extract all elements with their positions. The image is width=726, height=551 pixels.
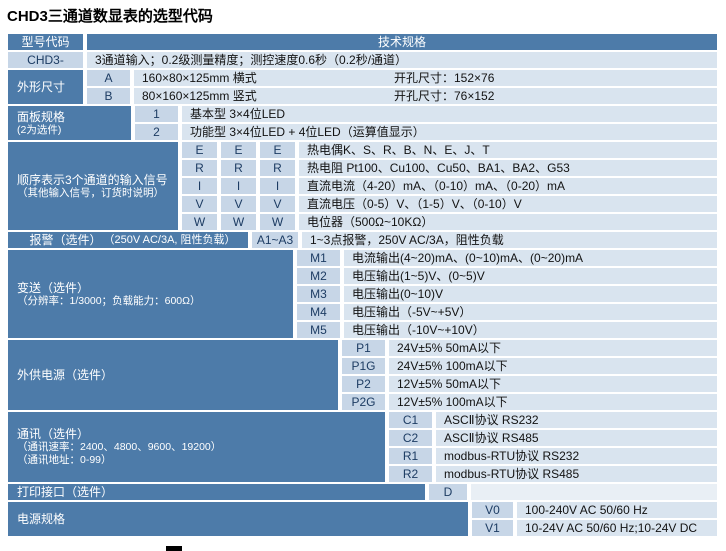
section-power-spec-label: 电源规格 xyxy=(8,502,468,536)
code-A1-A3: A1~A3 xyxy=(252,232,298,248)
code-M5: M5 xyxy=(297,322,340,338)
code-1: 1 xyxy=(135,106,178,122)
table-row: V V V 直流电压（0-5）V、（1-5）V、（0-10）V xyxy=(182,196,717,212)
code-R3: R xyxy=(260,160,295,176)
section-print-label: 打印接口（选件） xyxy=(8,484,425,500)
code-E1: E xyxy=(182,142,217,158)
table-row: D xyxy=(429,484,717,500)
code-R2: R xyxy=(221,160,256,176)
section-transmit-label: 变送（选件） （分辨率：1/3000；负载能力：600Ω） xyxy=(8,250,293,338)
table-row: M3 电压输出(0~10)V xyxy=(297,286,717,302)
table-row: M2 电压输出(1~5)V、(0~5)V xyxy=(297,268,717,284)
table-row: B 80×160×125mm 竖式 开孔尺寸：76×152 xyxy=(87,88,717,104)
spec-print-empty xyxy=(471,484,717,500)
section-alarm-label: 报警（选件） （250V AC/3A, 阻性负载） xyxy=(8,232,248,248)
section-print: 打印接口（选件） D xyxy=(8,484,717,500)
code-A: A xyxy=(87,70,130,86)
code-M1: M1 xyxy=(297,250,340,266)
code-V1: V xyxy=(182,196,217,212)
code-V3: V xyxy=(260,196,295,212)
code-P2: P2 xyxy=(342,376,385,392)
table-row: 1 基本型 3×4位LED xyxy=(135,106,717,122)
model-spec: 3通道输入；0.2级测量精度；测控速度0.6秒（0.2秒/通道） xyxy=(87,52,717,68)
code-E2: E xyxy=(221,142,256,158)
header-tech-spec: 技术规格 xyxy=(87,34,717,50)
table-row: V0 100-240V AC 50/60 Hz xyxy=(472,502,717,518)
section-aux-power: 外供电源（选件） P1 24V±5% 50mA以下 P1G 24V±5% 100… xyxy=(8,340,717,410)
section-comm: 通讯（选件） （通讯速率：2400、4800、9600、19200） （通讯地址… xyxy=(8,412,717,482)
partial-bottom-element xyxy=(166,546,182,551)
spec-dim-b: 80×160×125mm 竖式 开孔尺寸：76×152 xyxy=(134,88,717,104)
selection-code-table: 型号代码 技术规格 CHD3- 3通道输入；0.2级测量精度；测控速度0.6秒（… xyxy=(8,34,717,536)
section-transmit: 变送（选件） （分辨率：1/3000；负载能力：600Ω） M1 电流输出(4~… xyxy=(8,250,717,338)
code-R1-comm: R1 xyxy=(389,448,432,464)
table-row: R2 modbus-RTU协议 RS485 xyxy=(389,466,717,482)
section-dimensions-label: 外形尺寸 xyxy=(8,70,83,104)
table-row: E E E 热电偶K、S、R、B、N、E、J、T xyxy=(182,142,717,158)
code-R2-comm: R2 xyxy=(389,466,432,482)
table-row: P1G 24V±5% 100mA以下 xyxy=(342,358,717,374)
table-row: R1 modbus-RTU协议 RS232 xyxy=(389,448,717,464)
section-panel-label: 面板规格 (2为选件) xyxy=(8,106,131,140)
code-I3: I xyxy=(260,178,295,194)
model-row: CHD3- 3通道输入；0.2级测量精度；测控速度0.6秒（0.2秒/通道） xyxy=(8,52,717,68)
section-comm-label: 通讯（选件） （通讯速率：2400、4800、9600、19200） （通讯地址… xyxy=(8,412,385,482)
section-panel: 面板规格 (2为选件) 1 基本型 3×4位LED 2 功能型 3×4位LED … xyxy=(8,106,717,140)
code-P1G: P1G xyxy=(342,358,385,374)
section-aux-power-label: 外供电源（选件） xyxy=(8,340,338,410)
table-row: M4 电压输出（-5V~+5V） xyxy=(297,304,717,320)
section-input-signals-label: 顺序表示3个通道的输入信号 （其他输入信号，订货时说明） xyxy=(8,142,178,230)
spec-dim-a: 160×80×125mm 横式 开孔尺寸：152×76 xyxy=(134,70,717,86)
code-D: D xyxy=(429,484,467,500)
table-row: R R R 热电阻 Pt100、Cu100、Cu50、BA1、BA2、G53 xyxy=(182,160,717,176)
header-model-code: 型号代码 xyxy=(8,34,83,50)
code-P1: P1 xyxy=(342,340,385,356)
section-dimensions: 外形尺寸 A 160×80×125mm 横式 开孔尺寸：152×76 B 80×1… xyxy=(8,70,717,104)
code-C2: C2 xyxy=(389,430,432,446)
code-W3: W xyxy=(260,214,295,230)
table-row: 2 功能型 3×4位LED + 4位LED（运算值显示） xyxy=(135,124,717,140)
code-M4: M4 xyxy=(297,304,340,320)
code-I2: I xyxy=(221,178,256,194)
code-B: B xyxy=(87,88,130,104)
code-E3: E xyxy=(260,142,295,158)
section-power-spec: 电源规格 V0 100-240V AC 50/60 Hz V1 10-24V A… xyxy=(8,502,717,536)
code-V1-power: V1 xyxy=(472,520,513,536)
code-M2: M2 xyxy=(297,268,340,284)
table-row: A1~A3 1~3点报警，250V AC/3A，阻性负载 xyxy=(252,232,717,248)
code-R1: R xyxy=(182,160,217,176)
code-W2: W xyxy=(221,214,256,230)
table-row: C2 ASCⅡ协议 RS485 xyxy=(389,430,717,446)
code-I1: I xyxy=(182,178,217,194)
table-row: V1 10-24V AC 50/60 Hz;10-24V DC xyxy=(472,520,717,536)
code-C1: C1 xyxy=(389,412,432,428)
table-row: W W W 电位器（500Ω~10KΩ） xyxy=(182,214,717,230)
section-input-signals: 顺序表示3个通道的输入信号 （其他输入信号，订货时说明） E E E 热电偶K、… xyxy=(8,142,717,230)
table-row: I I I 直流电流（4-20）mA、（0-10）mA、（0-20）mA xyxy=(182,178,717,194)
section-alarm: 报警（选件） （250V AC/3A, 阻性负载） A1~A3 1~3点报警，2… xyxy=(8,232,717,248)
table-row: P2 12V±5% 50mA以下 xyxy=(342,376,717,392)
code-P2G: P2G xyxy=(342,394,385,410)
code-W1: W xyxy=(182,214,217,230)
code-2: 2 xyxy=(135,124,178,140)
table-row: M1 电流输出(4~20)mA、(0~10)mA、(0~20)mA xyxy=(297,250,717,266)
code-M3: M3 xyxy=(297,286,340,302)
code-V0: V0 xyxy=(472,502,513,518)
table-row: M5 电压输出（-10V~+10V） xyxy=(297,322,717,338)
table-row: P1 24V±5% 50mA以下 xyxy=(342,340,717,356)
table-row: A 160×80×125mm 横式 开孔尺寸：152×76 xyxy=(87,70,717,86)
table-row: C1 ASCⅡ协议 RS232 xyxy=(389,412,717,428)
page-title: CHD3三通道数显表的选型代码 xyxy=(7,8,213,25)
model-code-cell: CHD3- xyxy=(8,52,83,68)
code-V2: V xyxy=(221,196,256,212)
table-header-row: 型号代码 技术规格 xyxy=(8,34,717,50)
table-row: P2G 12V±5% 100mA以下 xyxy=(342,394,717,410)
